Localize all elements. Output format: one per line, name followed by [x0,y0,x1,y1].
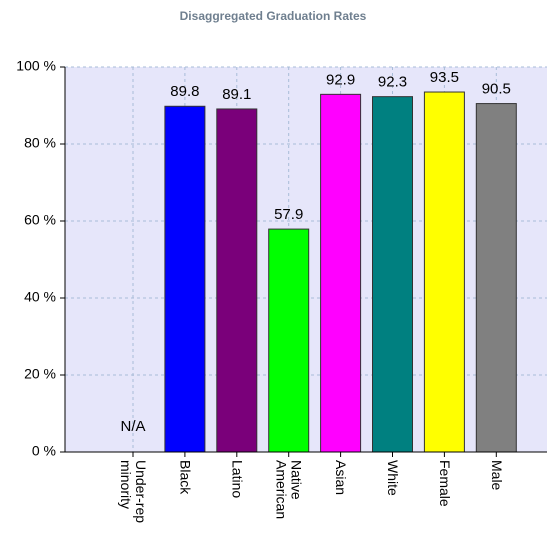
value-label: 92.9 [326,71,355,88]
y-tick-label: 80 % [24,135,56,151]
x-tick-label: Latino [229,460,246,499]
x-tick-label: Native American [273,460,305,520]
value-label: 89.1 [222,86,251,103]
bar [320,93,362,453]
bar [423,91,465,453]
x-tick-label: Under-rep minority [118,460,149,524]
value-label: 90.5 [482,81,511,98]
x-tick-label: Black [177,460,194,495]
value-label: 89.8 [170,83,199,100]
y-tick-label: 0 % [32,443,56,459]
y-tick-label: 40 % [24,289,56,305]
bar [372,96,413,453]
value-label: 92.3 [378,74,407,91]
x-tick-label: White [385,460,401,496]
y-tick-label: 20 % [24,366,56,382]
chart-title: Disaggregated Graduation Rates [180,9,367,23]
x-tick-label: Asian [333,460,350,496]
bar [164,105,206,453]
value-label: N/A [120,418,145,435]
y-tick-label: 60 % [24,212,56,228]
x-tick-label: Female [436,460,453,507]
bar [216,108,258,453]
value-label: 93.5 [430,69,459,86]
y-tick-label: 100 % [16,58,56,74]
bar [475,103,517,453]
value-label: 57.9 [274,206,303,223]
x-tick-label: Male [488,460,505,491]
bar [268,228,310,453]
